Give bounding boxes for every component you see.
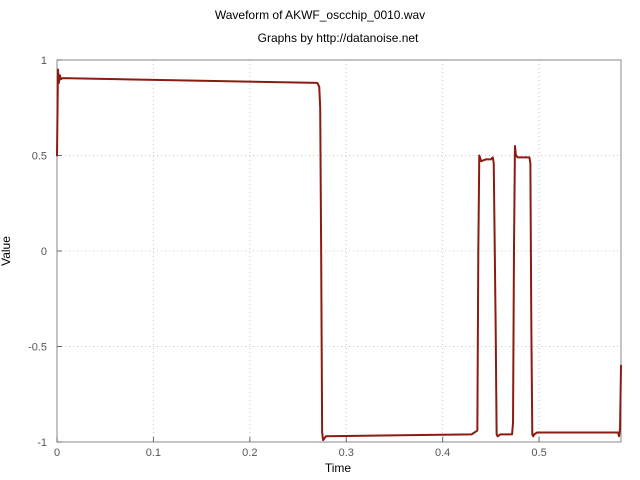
x-tick-label: 0.5 (531, 447, 546, 459)
x-tick-label: 0.1 (146, 447, 161, 459)
y-tick-label: -1 (37, 437, 47, 449)
y-axis-label: Value (0, 236, 13, 266)
y-tick-label: 0.5 (32, 151, 47, 163)
x-tick-label: 0 (54, 447, 60, 459)
y-tick-labels: -1 -0.5 0 0.5 1 (28, 55, 47, 449)
tick-marks (56, 59, 540, 443)
x-tick-labels: 0 0.1 0.2 0.3 0.4 0.5 (54, 447, 547, 459)
x-tick-label: 0.3 (339, 447, 354, 459)
x-tick-label: 0.2 (242, 447, 257, 459)
waveform-series-line (56, 68, 622, 442)
chart-title: Waveform of AKWF_oscchip_0010.wav (215, 8, 425, 22)
y-tick-label: 0 (41, 246, 47, 258)
y-tick-label: -0.5 (28, 342, 47, 354)
x-tick-label: 0.4 (435, 447, 450, 459)
chart-subtitle: Graphs by http://datanoise.net (258, 31, 419, 45)
x-axis-label: Time (325, 461, 352, 475)
y-tick-label: 1 (41, 55, 47, 67)
